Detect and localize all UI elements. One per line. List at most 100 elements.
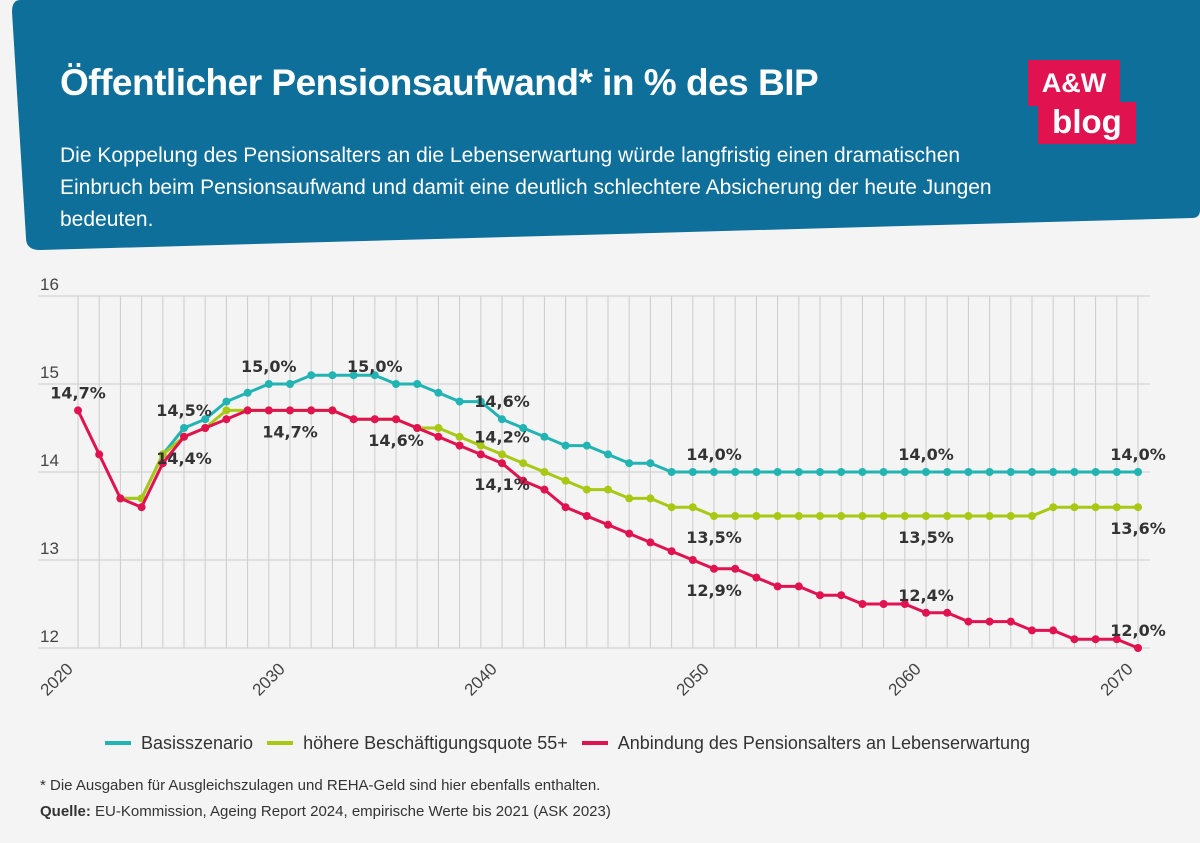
data-point-beschaeftigung [562, 477, 570, 485]
data-point-beschaeftigung [1113, 503, 1121, 511]
data-point-basis [540, 433, 548, 441]
data-point-beschaeftigung [222, 406, 230, 414]
data-point-anbindung [583, 512, 591, 520]
data-point-basis [604, 450, 612, 458]
data-point-basis [328, 371, 336, 379]
data-point-basis [498, 415, 506, 423]
data-point-anbindung [1070, 635, 1078, 643]
data-point-basis [646, 459, 654, 467]
data-point-beschaeftigung [456, 433, 464, 441]
data-point-anbindung [371, 415, 379, 423]
page-subtitle: Die Koppelung des Pensionsalters an die … [60, 140, 1020, 236]
chart-legend: Basisszenario höhere Beschäftigungsquote… [105, 730, 1044, 756]
legend-swatch-basis [105, 741, 131, 745]
footnote: * Die Ausgaben für Ausgleichszulagen und… [40, 777, 600, 794]
data-label: 13,5% [898, 528, 954, 547]
data-point-anbindung [222, 415, 230, 423]
x-tick-label: 2070 [1097, 659, 1137, 699]
data-label: 14,2% [474, 427, 530, 446]
data-label: 12,9% [686, 581, 742, 600]
data-label: 14,6% [474, 392, 530, 411]
data-point-beschaeftigung [731, 512, 739, 520]
data-point-basis [562, 442, 570, 450]
data-label: 15,0% [347, 357, 403, 376]
data-point-beschaeftigung [668, 503, 676, 511]
legend-item-basis: Basisszenario [105, 733, 253, 754]
data-point-basis [1134, 468, 1142, 476]
data-point-anbindung [986, 618, 994, 626]
legend-swatch-anbindung [582, 741, 608, 745]
data-point-basis [880, 468, 888, 476]
x-tick-label: 2060 [885, 659, 925, 699]
y-tick-label: 14 [40, 451, 59, 470]
data-point-anbindung [540, 486, 548, 494]
data-point-basis [943, 468, 951, 476]
data-point-basis [434, 389, 442, 397]
data-point-beschaeftigung [964, 512, 972, 520]
logo-blog-text: blog [1038, 102, 1136, 144]
data-point-anbindung [752, 574, 760, 582]
data-point-basis [795, 468, 803, 476]
data-point-anbindung [244, 406, 252, 414]
data-point-beschaeftigung [625, 494, 633, 502]
data-label: 14,1% [474, 475, 530, 494]
data-point-basis [774, 468, 782, 476]
data-point-basis [180, 424, 188, 432]
data-point-beschaeftigung [604, 486, 612, 494]
data-point-basis [986, 468, 994, 476]
data-point-anbindung [689, 556, 697, 564]
data-point-anbindung [95, 450, 103, 458]
data-point-basis [752, 468, 760, 476]
data-point-anbindung [350, 415, 358, 423]
data-point-anbindung [498, 459, 506, 467]
data-label: 14,5% [156, 401, 212, 420]
data-point-anbindung [774, 582, 782, 590]
data-point-basis [583, 442, 591, 450]
data-point-basis [1028, 468, 1036, 476]
logo-aw-text: A&W [1028, 60, 1120, 106]
source-label: Quelle: [40, 803, 91, 820]
data-point-anbindung [180, 433, 188, 441]
data-point-anbindung [668, 547, 676, 555]
data-point-basis [307, 371, 315, 379]
data-point-basis [689, 468, 697, 476]
data-label: 13,6% [1110, 519, 1166, 538]
data-label: 15,0% [241, 357, 297, 376]
y-tick-label: 15 [40, 363, 59, 382]
data-label: 13,5% [686, 528, 742, 547]
data-point-basis [392, 380, 400, 388]
data-point-anbindung [604, 521, 612, 529]
data-point-anbindung [456, 442, 464, 450]
aw-blog-logo: A&W blog [1028, 60, 1140, 146]
pension-line-chart: 12131415162020 2030 2040 2050 2060 207014,7%1… [0, 270, 1200, 740]
data-point-basis [1113, 468, 1121, 476]
data-point-anbindung [880, 600, 888, 608]
data-point-basis [456, 398, 464, 406]
data-point-beschaeftigung [1049, 503, 1057, 511]
data-point-beschaeftigung [922, 512, 930, 520]
data-point-anbindung [625, 530, 633, 538]
data-point-beschaeftigung [752, 512, 760, 520]
page-title: Öffentlicher Pensionsaufwand* in % des B… [60, 62, 818, 104]
x-tick-label: 2050 [673, 659, 713, 699]
data-point-beschaeftigung [1134, 503, 1142, 511]
data-point-basis [710, 468, 718, 476]
data-point-anbindung [265, 406, 273, 414]
legend-item-beschaeftigung: höhere Beschäftigungsquote 55+ [267, 733, 568, 754]
data-point-anbindung [1134, 644, 1142, 652]
data-label: 14,7% [262, 422, 318, 441]
data-point-anbindung [1049, 626, 1057, 634]
data-point-beschaeftigung [689, 503, 697, 511]
data-point-anbindung [477, 450, 485, 458]
data-label: 14,4% [156, 449, 212, 468]
data-point-beschaeftigung [858, 512, 866, 520]
data-point-anbindung [646, 538, 654, 546]
data-point-anbindung [392, 415, 400, 423]
data-point-anbindung [201, 424, 209, 432]
data-point-beschaeftigung [646, 494, 654, 502]
data-point-beschaeftigung [1028, 512, 1036, 520]
data-label: 14,6% [368, 431, 424, 450]
data-point-anbindung [562, 503, 570, 511]
data-point-beschaeftigung [434, 424, 442, 432]
data-point-beschaeftigung [1007, 512, 1015, 520]
